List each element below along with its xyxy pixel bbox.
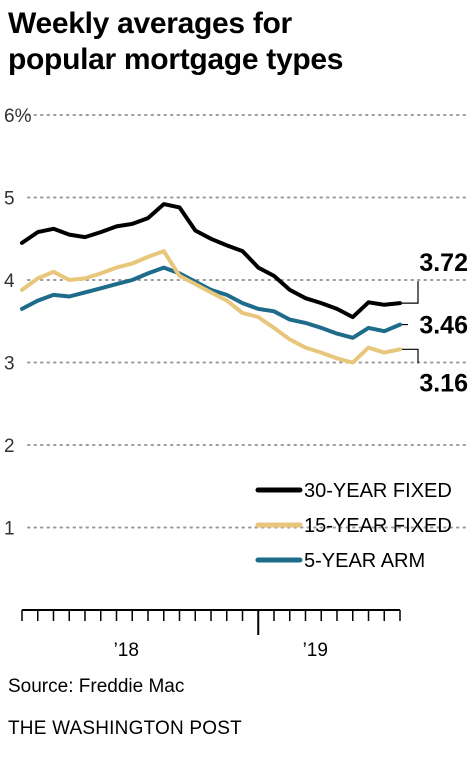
line-chart: 1 2 3 4 5 6% ’18 ’19 3.72 3.16 3.46 30-YEAR FIXED 15… (4, 106, 471, 660)
series-line (20, 202, 402, 320)
end-value-label: 3.46 (419, 312, 468, 340)
y-tick-label: 1 (4, 519, 15, 540)
series-line (20, 265, 402, 340)
legend-label: 15-YEAR FIXED (304, 515, 452, 537)
x-tick-label: ’18 (114, 640, 139, 660)
end-value-label: 3.16 (419, 369, 468, 397)
chart-title: Weekly averages for popular mortgage typ… (8, 6, 468, 78)
legend-label: 5-YEAR ARM (304, 550, 425, 572)
end-label-leader (402, 348, 419, 364)
legend-label: 30-YEAR FIXED (304, 480, 452, 502)
y-tick-label: 6% (4, 106, 32, 127)
chart-title-line-1: Weekly averages for (8, 7, 292, 40)
series-line (20, 249, 402, 365)
y-tick-label: 5 (4, 189, 15, 210)
end-value-label: 3.72 (419, 249, 468, 277)
x-tick-label: ’19 (303, 640, 328, 660)
end-label-leader (402, 281, 419, 304)
chart-title-line-2: popular mortgage types (8, 43, 344, 76)
source-note: Source: Freddie Mac (8, 676, 185, 697)
y-tick-label: 4 (4, 271, 15, 292)
publisher-credit: THE WASHINGTON POST (8, 718, 242, 739)
y-tick-label: 2 (4, 436, 15, 457)
y-tick-label: 3 (4, 354, 15, 375)
